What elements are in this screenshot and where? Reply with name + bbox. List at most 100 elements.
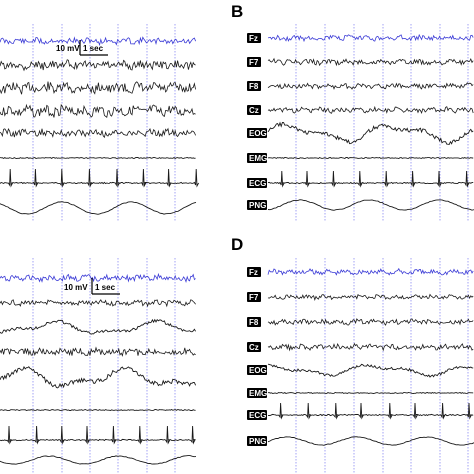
- channel-label-png: PNG: [247, 436, 267, 446]
- channel-label-box: [247, 81, 261, 91]
- panel-d-channel-labels: Fz F7 F8 Cz EOG EMG ECG PNG: [247, 267, 267, 446]
- scale-bar-voltage: 10 mV: [64, 283, 88, 292]
- trace-eog: [267, 121, 474, 146]
- channel-label-eog: EOG: [247, 365, 267, 375]
- channel-label-text: EMG: [249, 389, 267, 398]
- trace-cz: [267, 342, 474, 352]
- channel-label-ecg: ECG: [247, 410, 267, 420]
- panel-b-channel-labels: Fz F7 F8 Cz EOG EMG ECG PNG: [247, 33, 267, 210]
- trace-channel-3: [0, 318, 196, 335]
- channel-label-cz: Cz: [247, 342, 261, 352]
- channel-label-fz: Fz: [247, 33, 261, 43]
- trace-f7: [267, 57, 474, 67]
- panel-a-traces: [0, 36, 199, 215]
- panel-c-traces: [0, 272, 197, 465]
- panel-d-traces: [267, 267, 474, 446]
- panel-b-letter: B: [231, 2, 243, 21]
- panel-d: D Fz F7 F8 Cz EOG EMG ECG PNG: [231, 235, 474, 474]
- trace-channel-6: [0, 156, 196, 160]
- channel-label-box: [247, 267, 261, 277]
- panel-a-grid: [32, 24, 176, 222]
- trace-channel-2: [0, 59, 196, 72]
- channel-label-f8: F8: [247, 317, 261, 327]
- trace-f8: [267, 82, 474, 90]
- trace-ecg: [267, 402, 474, 420]
- channel-label-emg: EMG: [247, 388, 267, 398]
- trace-ecg: [267, 170, 474, 188]
- trace-eog: [267, 363, 474, 378]
- channel-label-text: PNG: [249, 437, 266, 446]
- scale-bar-time: 1 sec: [83, 44, 104, 53]
- channel-label-eog: EOG: [247, 128, 267, 138]
- channel-label-text: F8: [249, 82, 259, 91]
- channel-label-box: [247, 317, 261, 327]
- channel-label-ecg: ECG: [247, 178, 267, 188]
- trace-channel-6: [0, 408, 196, 412]
- trace-png: [267, 199, 474, 211]
- trace-channel-1: [0, 36, 196, 47]
- channel-label-fz: Fz: [247, 267, 261, 277]
- channel-label-cz: Cz: [247, 105, 261, 115]
- channel-label-text: ECG: [249, 411, 266, 420]
- trace-channel-8: [0, 455, 197, 465]
- channel-label-box: [247, 57, 261, 67]
- panel-c: 10 mV 1 sec: [0, 258, 197, 474]
- channel-label-text: F8: [249, 318, 259, 327]
- channel-label-box: [247, 200, 267, 210]
- panel-b-grid: [295, 24, 469, 222]
- channel-label-text: EOG: [249, 129, 267, 138]
- trace-emg: [267, 391, 474, 395]
- channel-label-box: [247, 105, 261, 115]
- channel-label-box: [247, 33, 261, 43]
- trace-channel-5: [0, 365, 197, 389]
- channel-label-text: F7: [249, 58, 259, 67]
- channel-label-text: Cz: [249, 343, 259, 352]
- scale-bar-time: 1 sec: [95, 283, 116, 292]
- trace-f7: [267, 293, 474, 301]
- panel-a: 10 mV 1 sec: [0, 24, 199, 222]
- channel-label-text: ECG: [249, 179, 266, 188]
- trace-channel-4: [0, 346, 196, 357]
- trace-channel-8: [0, 201, 197, 215]
- scale-bar-voltage: 10 mV: [56, 44, 80, 53]
- channel-label-text: EOG: [249, 366, 267, 375]
- trace-channel-7: [0, 425, 196, 445]
- channel-label-box: [247, 178, 267, 188]
- channel-label-box: [247, 153, 267, 163]
- channel-label-text: PNG: [249, 201, 266, 210]
- trace-fz: [267, 267, 474, 276]
- channel-label-box: [247, 410, 267, 420]
- channel-label-box: [247, 388, 267, 398]
- trace-channel-5: [0, 127, 196, 139]
- trace-png: [267, 436, 474, 446]
- channel-label-box: [247, 128, 267, 138]
- channel-label-f7: F7: [247, 57, 261, 67]
- trace-channel-3: [0, 81, 196, 95]
- channel-label-f8: F8: [247, 81, 261, 91]
- channel-label-box: [247, 365, 267, 375]
- channel-label-png: PNG: [247, 200, 267, 210]
- trace-cz: [267, 105, 474, 115]
- channel-label-text: Cz: [249, 106, 259, 115]
- panel-a-scale-bar: 10 mV 1 sec: [56, 40, 108, 56]
- panel-b: B Fz F7 F8 Cz EOG EMG ECG PNG: [231, 2, 474, 222]
- channel-label-box: [247, 436, 267, 446]
- channel-label-text: EMG: [249, 154, 267, 163]
- trace-emg: [267, 156, 474, 160]
- panel-b-traces: [267, 33, 474, 211]
- panel-c-scale-bar: 10 mV 1 sec: [64, 278, 120, 295]
- channel-label-f7: F7: [247, 292, 261, 302]
- channel-label-box: [247, 292, 261, 302]
- channel-label-emg: EMG: [247, 153, 267, 163]
- panel-d-letter: D: [231, 235, 243, 254]
- channel-label-box: [247, 342, 261, 352]
- channel-label-text: Fz: [249, 268, 258, 277]
- trace-fz: [267, 33, 474, 43]
- trace-channel-2: [0, 299, 196, 308]
- channel-label-text: Fz: [249, 34, 258, 43]
- trace-channel-4: [0, 103, 196, 119]
- trace-channel-7: [0, 168, 199, 188]
- trace-channel-1: [0, 272, 196, 284]
